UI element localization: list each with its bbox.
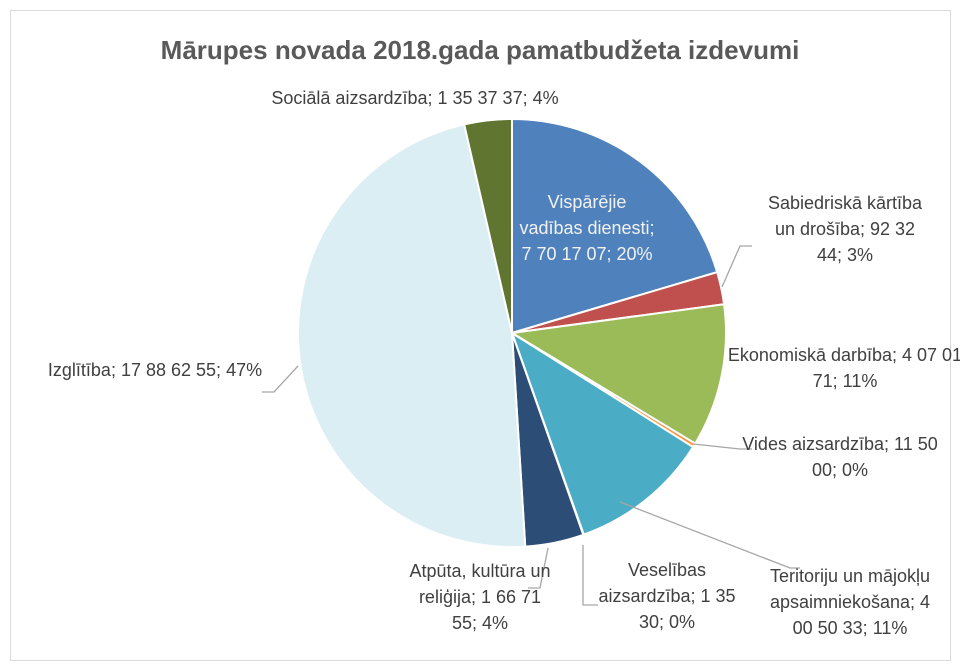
separator: ; [884,434,895,454]
pie-slice [462,117,513,334]
category-name: Ekonomiskā darbība [727,345,892,365]
separator: ; [910,592,921,612]
data-label: Teritoriju un mājokļu apsaimniekošana; 4… [765,563,935,641]
separator: ; [659,612,670,632]
data-label: Izglītība; 17 88 62 55; 47% [25,357,285,383]
data-label: Ekonomiskā darbība; 4 07 01 71; 11% [720,342,960,394]
percent-label: 0% [842,460,869,480]
separator: ; [110,360,121,380]
category-name: Veselības aizsardzība [598,560,707,606]
category-name: Sabiedriskā kārtība un drošība [767,193,923,239]
category-name: Sociālā aizsardzība [271,88,428,108]
separator: ; [606,244,617,264]
data-label: Sociālā aizsardzība; 1 35 37 37; 4% [205,85,625,111]
leader-line [692,443,752,450]
pie-slice [510,330,695,536]
category-name: Teritoriju un mājokļu apsaimniekošana [769,566,931,612]
category-name: Atpūta, kultūra un reliģija [409,561,551,607]
value-label: 1 35 37 37 [437,88,523,108]
value-label: 92 32 44 [816,219,916,265]
leader-lines [262,245,800,606]
percent-label: 11% [872,618,908,638]
separator: ; [892,345,903,365]
percent-label: 11% [842,371,878,391]
leader-line [262,365,299,393]
data-label: Atpūta, kultūra un reliģija; 1 66 71 55;… [405,558,555,636]
separator: ; [862,618,873,638]
separator: ; [470,587,481,607]
data-label: Vides aizsardzība; 11 50 00; 0% [740,431,940,483]
separator: ; [690,586,701,606]
value-label: 17 88 62 55 [120,360,217,380]
value-label: 11 50 00 [811,434,938,480]
value-label: 4 00 50 33 [792,592,931,638]
percent-label: 3% [847,245,874,265]
percent-label: 47% [226,360,263,380]
percent-label: 4% [482,613,509,633]
separator: ; [472,613,483,633]
value-label: 4 07 01 71 [812,345,960,391]
chart-title: Mārupes novada 2018.gada pamatbudžeta iz… [161,35,800,65]
separator: ; [427,88,438,108]
value-label: 1 66 71 55 [451,587,542,633]
separator: ; [216,360,227,380]
leader-line [582,545,598,606]
separator: ; [860,219,871,239]
percent-label: 20% [616,244,653,264]
separator: ; [522,88,533,108]
pie-slice [509,303,727,445]
separator: ; [837,245,848,265]
data-label: Vispārējie vadības dienesti; 7 70 17 07;… [517,189,657,267]
pie-slice [511,117,719,335]
leader-line [619,501,800,569]
separator: ; [649,218,655,238]
data-label: Veselības aizsardzība; 1 35 30; 0% [597,557,737,635]
slices [297,117,727,548]
separator: ; [832,371,843,391]
leader-line [721,245,752,288]
category-name: Vides aizsardzība [742,434,884,454]
category-name: Izglītība [47,360,111,380]
chart-border [10,10,951,661]
value-label: 7 70 17 07 [521,244,607,264]
percent-label: 0% [669,612,696,632]
pie-slice [297,123,527,548]
data-label: Sabiedriskā kārtība un drošība; 92 32 44… [765,190,925,268]
value-label: 1 35 30 [638,586,736,632]
leader-line [528,547,549,589]
separator: ; [832,460,843,480]
percent-label: 4% [532,88,559,108]
category-name: Vispārējie vadības dienesti [519,192,650,238]
